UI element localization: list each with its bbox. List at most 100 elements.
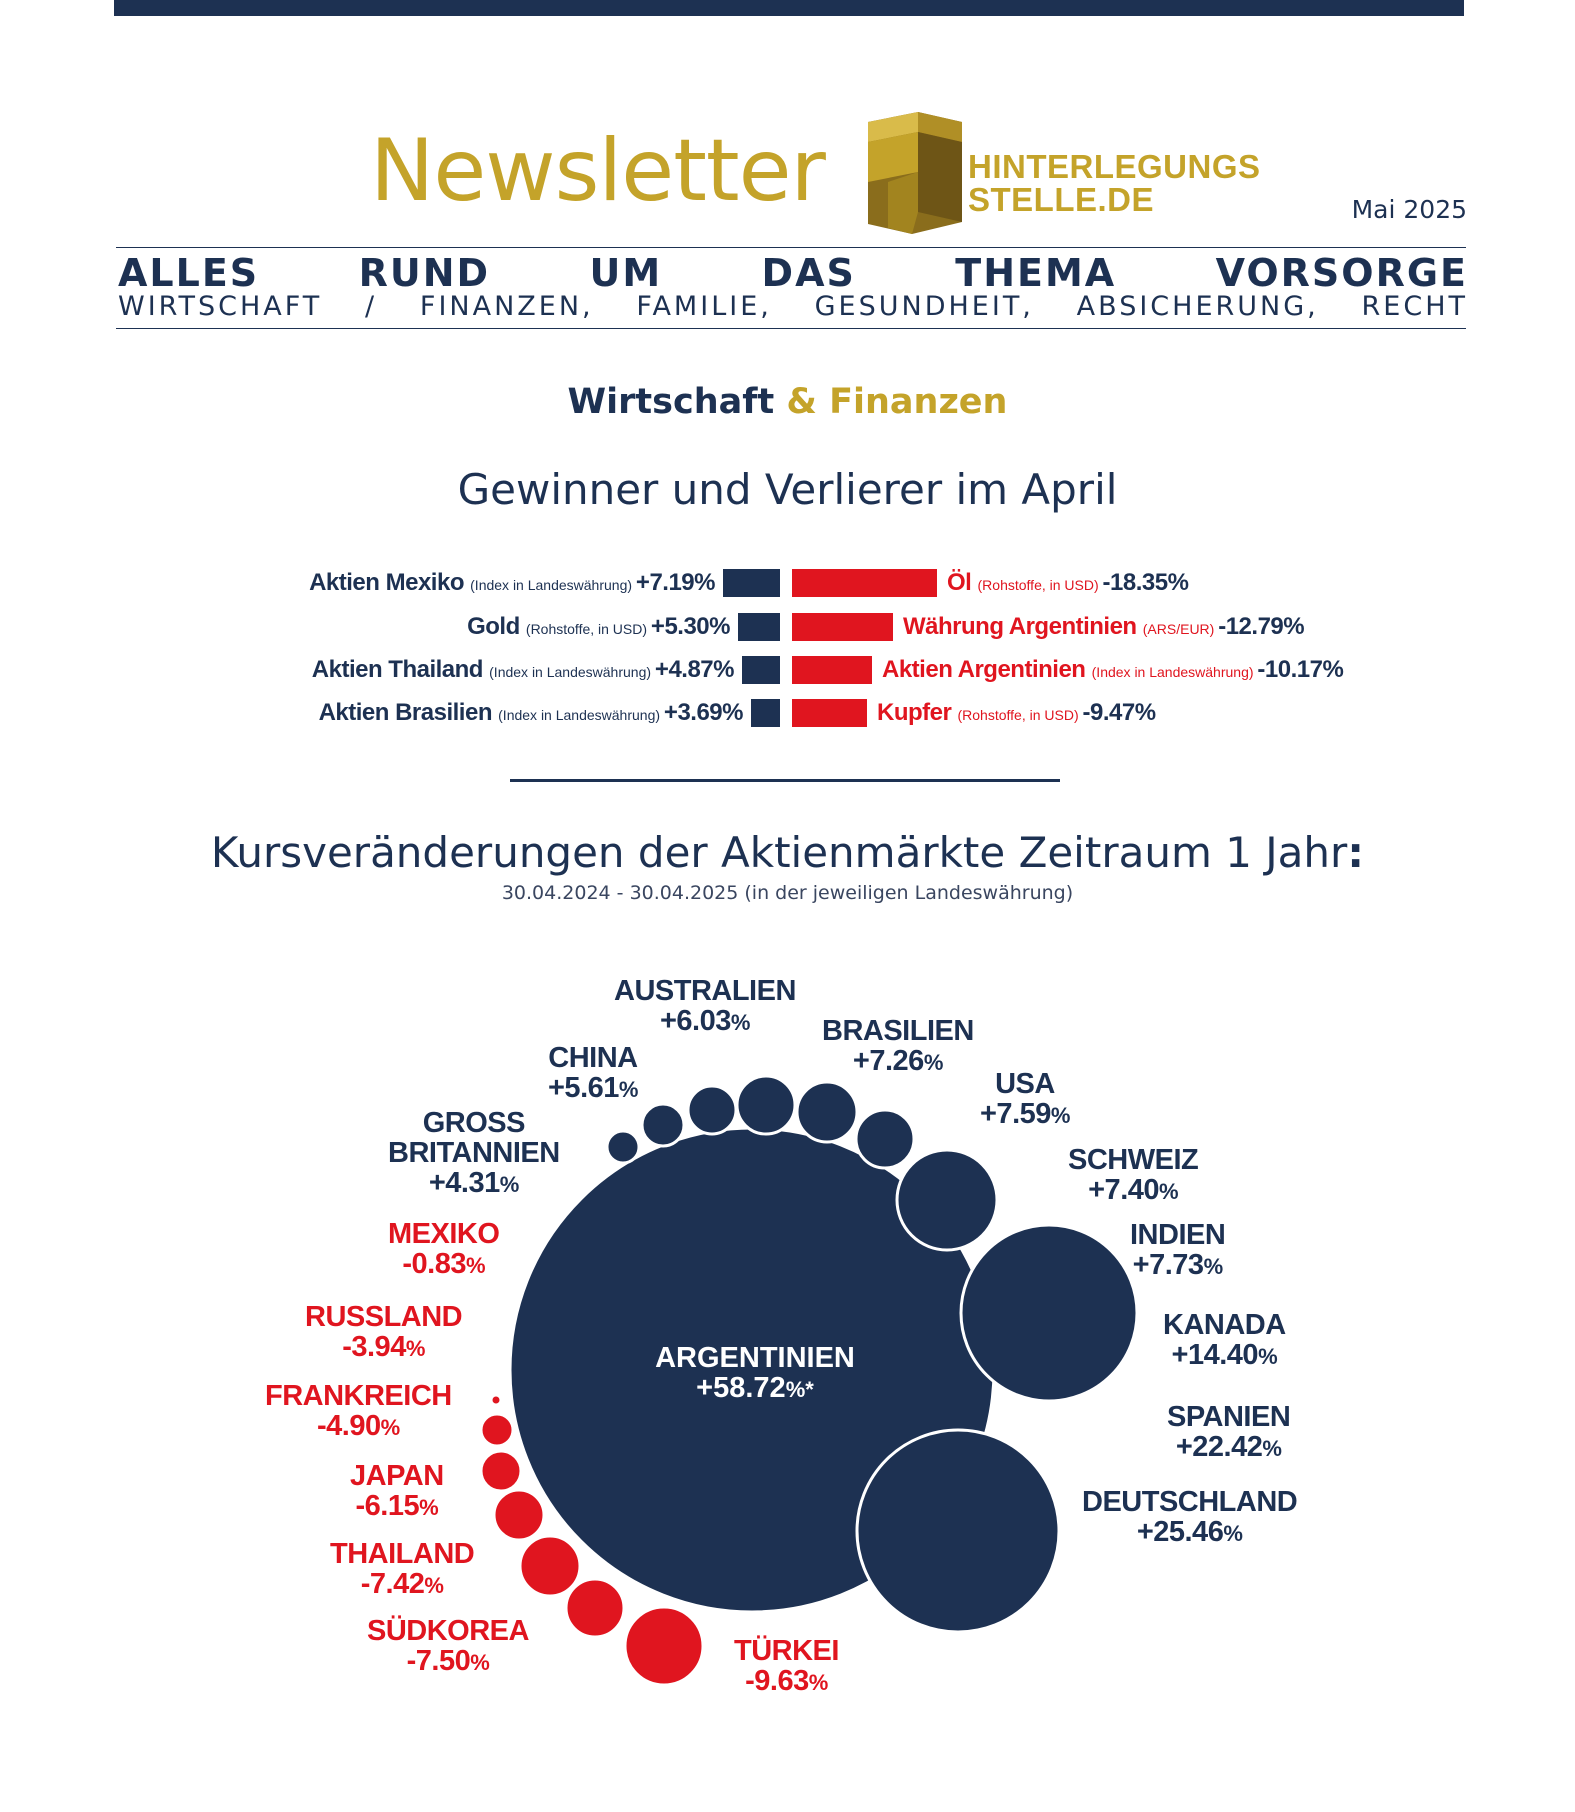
bubble-label-thailand: THAILAND -7.42% xyxy=(330,1539,475,1601)
bubble-label-brasilien: BRASILIEN +7.26% xyxy=(822,1016,974,1078)
value-number: +5.61 xyxy=(548,1072,619,1104)
loser-label: Kupfer (Rohstoffe, in USD) -9.47% xyxy=(877,696,1156,730)
bubble-australien xyxy=(686,1084,738,1136)
loser-value: -12.79% xyxy=(1218,613,1305,640)
section-divider xyxy=(510,779,1060,782)
country-value: +14.40% xyxy=(1163,1340,1286,1372)
country-value: +7.40% xyxy=(1068,1175,1198,1207)
bubble-label-türkei: TÜRKEI -9.63% xyxy=(734,1636,839,1698)
winner-note: (Index in Landeswährung) xyxy=(489,664,655,680)
bubble-label-australien: AUSTRALIEN +6.03% xyxy=(614,976,796,1038)
country-name: SÜDKOREA xyxy=(367,1615,529,1647)
loser-note: (Rohstoffe, in USD) xyxy=(977,577,1103,593)
loser-value: -10.17% xyxy=(1257,656,1344,683)
value-percent: % xyxy=(499,1172,520,1197)
country-name: JAPAN xyxy=(350,1460,444,1492)
section-title-part2: & Finanzen xyxy=(786,382,1008,422)
value-percent: % xyxy=(923,1050,944,1075)
country-name-line1: GROSS xyxy=(422,1107,526,1139)
center-value: +58.72 xyxy=(696,1372,786,1404)
value-number: +4.31 xyxy=(428,1167,500,1199)
winner-value: +7.19% xyxy=(635,569,716,596)
bubble-label-usa: USA +7.59% xyxy=(980,1069,1070,1131)
bubble-mexiko xyxy=(518,1534,582,1598)
country-value: -3.94% xyxy=(305,1332,462,1364)
country-value: -4.90% xyxy=(265,1411,452,1443)
country-value: +7.59% xyxy=(980,1099,1070,1131)
country-name: CHINA xyxy=(548,1042,638,1074)
value-percent: % xyxy=(465,1253,486,1278)
winner-name: Aktien Thailand xyxy=(311,656,490,683)
value-percent: % xyxy=(1223,1521,1243,1546)
loser-label: Aktien Argentinien (Index in Landeswähru… xyxy=(882,653,1344,687)
logo-wordmark: HINTERLEGUNGS STELLE.DE xyxy=(968,150,1261,216)
logo-icon xyxy=(868,112,962,234)
bubble-indien xyxy=(895,1148,999,1252)
value-percent: % xyxy=(1159,1179,1179,1204)
country-value: +6.03% xyxy=(614,1006,796,1038)
country-name: USA xyxy=(995,1068,1055,1100)
section-title-part1: Wirtschaft xyxy=(567,382,775,422)
bar-loser-aktien-argentinien xyxy=(792,656,872,684)
logo-line1: HINTERLEGUNGS xyxy=(968,148,1261,185)
winner-label: Aktien Thailand (Index in Landeswährung)… xyxy=(311,653,735,687)
bubble-label-kanada: KANADA +14.40% xyxy=(1163,1310,1286,1372)
value-percent: % xyxy=(1262,1436,1282,1461)
rule-top xyxy=(116,247,1466,248)
value-percent: % xyxy=(405,1336,426,1361)
value-percent: % xyxy=(470,1650,490,1675)
winner-value: +5.30% xyxy=(650,613,731,640)
winner-label: Gold (Rohstoffe, in USD) +5.30% xyxy=(467,610,730,644)
winner-name: Gold xyxy=(467,613,526,640)
bubble-schweiz xyxy=(854,1108,916,1170)
bubble-label-spanien: SPANIEN +22.42% xyxy=(1167,1402,1291,1464)
topics-line: WIRTSCHAFT / FINANZEN, FAMILIE, GESUNDHE… xyxy=(118,291,1468,322)
bubble-usa xyxy=(795,1080,859,1144)
country-name: SCHWEIZ xyxy=(1068,1144,1199,1176)
bubble-kanada xyxy=(959,1223,1139,1403)
loser-name: Öl xyxy=(947,569,978,596)
value-number: +25.46 xyxy=(1136,1516,1224,1548)
winner-note: (Index in Landeswährung) xyxy=(498,707,664,723)
winner-note: (Index in Landeswährung) xyxy=(470,577,636,593)
center-name: ARGENTINIEN xyxy=(655,1342,855,1374)
country-name: FRANKREICH xyxy=(265,1380,452,1412)
bubble-chart-subtitle: 30.04.2024 - 30.04.2025 (in der jeweilig… xyxy=(501,882,1074,904)
bubble-deutschland xyxy=(855,1428,1061,1634)
country-name: MEXIKO xyxy=(388,1218,500,1250)
country-name: TÜRKEI xyxy=(734,1635,839,1667)
value-percent: % xyxy=(808,1670,829,1695)
winners-losers-title: Gewinner und Verlierer im April xyxy=(457,465,1118,514)
country-value: -7.50% xyxy=(367,1646,529,1678)
value-number: +7.40 xyxy=(1088,1174,1160,1206)
loser-value: -9.47% xyxy=(1082,699,1157,726)
value-number: +7.26 xyxy=(852,1045,924,1077)
top-bar xyxy=(114,0,1464,16)
country-value: -0.83% xyxy=(388,1249,499,1281)
bubble-label-japan: JAPAN -6.15% xyxy=(350,1461,444,1523)
value-number: +14.40 xyxy=(1171,1339,1259,1371)
country-name: AUSTRALIEN xyxy=(614,975,796,1007)
value-number: -4.90 xyxy=(317,1410,381,1442)
center-pct: %* xyxy=(785,1377,814,1402)
logo-line2: STELLE.DE xyxy=(968,181,1155,218)
bar-loser-kupfer xyxy=(792,699,867,727)
bubble-label-indien: INDIEN +7.73% xyxy=(1130,1219,1226,1282)
value-percent: % xyxy=(380,1415,401,1440)
winner-label: Aktien Brasilien (Index in Landeswährung… xyxy=(319,696,744,730)
bubble-title-text: Kursveränderungen der Aktienmärkte Zeitr… xyxy=(210,828,1348,877)
tagline: ALLES RUND UM DAS THEMA VORSORGE xyxy=(118,251,1468,295)
bubble-japan xyxy=(479,1412,515,1448)
rule-bottom xyxy=(116,328,1466,329)
value-number: -9.63 xyxy=(745,1665,809,1697)
value-percent: % xyxy=(1050,1103,1071,1128)
value-number: +22.42 xyxy=(1175,1431,1263,1463)
bubble-label-china: CHINA +5.61% xyxy=(548,1043,638,1105)
bubble-label-deutschland: DEUTSCHLAND +25.46% xyxy=(1082,1487,1298,1549)
value-number: -7.50 xyxy=(406,1645,471,1677)
value-percent: % xyxy=(419,1495,439,1520)
bubble-label-gross-britannien: GROSS BRITANNIEN +4.31% xyxy=(388,1108,560,1200)
country-name: INDIEN xyxy=(1130,1219,1226,1251)
country-name: BRASILIEN xyxy=(822,1015,974,1047)
